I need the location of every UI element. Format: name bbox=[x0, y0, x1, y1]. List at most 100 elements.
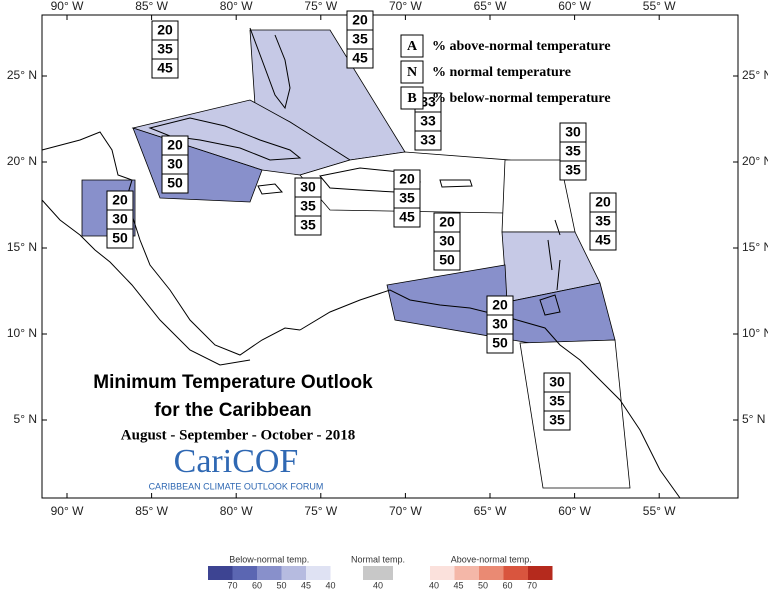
lon-label: 60° W bbox=[558, 0, 591, 13]
lon-label: 55° W bbox=[643, 0, 676, 13]
probability-value: 50 bbox=[492, 335, 508, 351]
legend-swatch bbox=[363, 566, 393, 580]
key-text: % above-normal temperature bbox=[432, 39, 611, 54]
legend-tick: 40 bbox=[429, 580, 439, 590]
probability-value: 35 bbox=[549, 393, 565, 409]
legend-swatch bbox=[257, 566, 282, 580]
probability-value: 30 bbox=[167, 156, 183, 172]
legend-tick: 60 bbox=[252, 580, 262, 590]
probability-value: 20 bbox=[157, 22, 173, 38]
legend-swatch bbox=[306, 566, 331, 580]
lat-label: 5° N bbox=[742, 412, 765, 426]
logo: CariCOF bbox=[174, 443, 299, 480]
legend-tick: 40 bbox=[325, 580, 335, 590]
probability-value: 50 bbox=[439, 252, 455, 268]
key-panel: A % above-normal temperature N % normal tem… bbox=[400, 34, 611, 110]
probability-value: 50 bbox=[167, 175, 183, 191]
probability-value: 20 bbox=[439, 214, 455, 230]
lon-label: 65° W bbox=[474, 0, 507, 13]
lon-label: 85° W bbox=[135, 0, 168, 13]
map-title: for the Caribbean bbox=[154, 400, 311, 421]
key-box bbox=[400, 60, 424, 84]
probability-value: 35 bbox=[399, 190, 415, 206]
probability-value: 30 bbox=[565, 124, 581, 140]
probability-value: 30 bbox=[439, 233, 455, 249]
lon-label: 70° W bbox=[389, 0, 422, 13]
key-text: % normal temperature bbox=[432, 65, 571, 80]
probability-value: 30 bbox=[492, 316, 508, 332]
lon-label: 55° W bbox=[643, 504, 676, 518]
lat-label: 15° N bbox=[742, 240, 768, 254]
probability-box bbox=[589, 230, 617, 251]
lon-label: 90° W bbox=[51, 504, 84, 518]
probability-value: 33 bbox=[420, 113, 436, 129]
legend-swatch bbox=[528, 566, 553, 580]
probability-box bbox=[346, 48, 374, 69]
legend-title: Below-normal temp. bbox=[229, 554, 309, 564]
lat-label: 15° N bbox=[7, 240, 37, 254]
lon-label: 65° W bbox=[474, 504, 507, 518]
probability-box bbox=[161, 173, 189, 194]
probability-value: 35 bbox=[352, 31, 368, 47]
probability-box bbox=[106, 228, 134, 249]
probability-box bbox=[393, 207, 421, 228]
lat-label: 5° N bbox=[14, 412, 37, 426]
lon-label: 70° W bbox=[389, 504, 422, 518]
probability-box bbox=[414, 130, 442, 151]
legend-tick: 40 bbox=[373, 580, 383, 590]
legend-title: Normal temp. bbox=[351, 554, 405, 564]
probability-value: 30 bbox=[300, 179, 316, 195]
lon-label: 80° W bbox=[220, 0, 253, 13]
probability-value: 30 bbox=[549, 374, 565, 390]
probability-value: 35 bbox=[300, 198, 316, 214]
probability-value: 20 bbox=[595, 194, 611, 210]
probability-value: 45 bbox=[352, 50, 368, 66]
coastlines bbox=[41, 27, 681, 499]
legend-tick: 45 bbox=[453, 580, 463, 590]
logo-subtitle: CARIBBEAN CLIMATE OUTLOOK FORUM bbox=[149, 481, 324, 491]
probability-value: 35 bbox=[157, 41, 173, 57]
map-title: Minimum Temperature Outlook bbox=[93, 372, 373, 393]
period: August - September - October - 2018 bbox=[121, 427, 355, 443]
lon-label: 75° W bbox=[304, 504, 337, 518]
key-letter: A bbox=[407, 39, 418, 54]
probability-value: 33 bbox=[420, 132, 436, 148]
legend-swatch bbox=[281, 566, 306, 580]
probability-value: 45 bbox=[595, 232, 611, 248]
probability-value: 20 bbox=[399, 171, 415, 187]
probability-box bbox=[559, 160, 587, 181]
legend-swatch bbox=[454, 566, 479, 580]
probability-box bbox=[151, 58, 179, 79]
lat-label: 20° N bbox=[7, 154, 37, 168]
probability-value: 33 bbox=[420, 94, 436, 110]
probability-box bbox=[294, 215, 322, 236]
probability-value: 20 bbox=[167, 137, 183, 153]
probability-value: 35 bbox=[549, 412, 565, 428]
key-box bbox=[400, 86, 424, 110]
probability-value: 35 bbox=[565, 143, 581, 159]
probability-value: 30 bbox=[112, 211, 128, 227]
lat-label: 10° N bbox=[742, 326, 768, 340]
probability-value: 50 bbox=[112, 230, 128, 246]
legend-tick: 45 bbox=[301, 580, 311, 590]
probability-value: 45 bbox=[157, 60, 173, 76]
probability-value: 20 bbox=[112, 192, 128, 208]
legend-swatch bbox=[208, 566, 233, 580]
lat-label: 25° N bbox=[7, 68, 37, 82]
probability-value: 45 bbox=[399, 209, 415, 225]
legend-swatch bbox=[503, 566, 528, 580]
probability-value: 35 bbox=[565, 162, 581, 178]
lon-label: 90° W bbox=[51, 0, 84, 13]
lon-label: 85° W bbox=[135, 504, 168, 518]
lat-label: 25° N bbox=[742, 68, 768, 82]
probability-box bbox=[486, 333, 514, 354]
key-text: % below-normal temperature bbox=[432, 91, 611, 106]
probability-value: 20 bbox=[492, 297, 508, 313]
legend-tick: 50 bbox=[478, 580, 488, 590]
legend-tick: 60 bbox=[502, 580, 512, 590]
legend-title: Above-normal temp. bbox=[451, 554, 532, 564]
probability-box bbox=[543, 410, 571, 431]
lon-label: 60° W bbox=[558, 504, 591, 518]
lon-label: 75° W bbox=[304, 0, 337, 13]
